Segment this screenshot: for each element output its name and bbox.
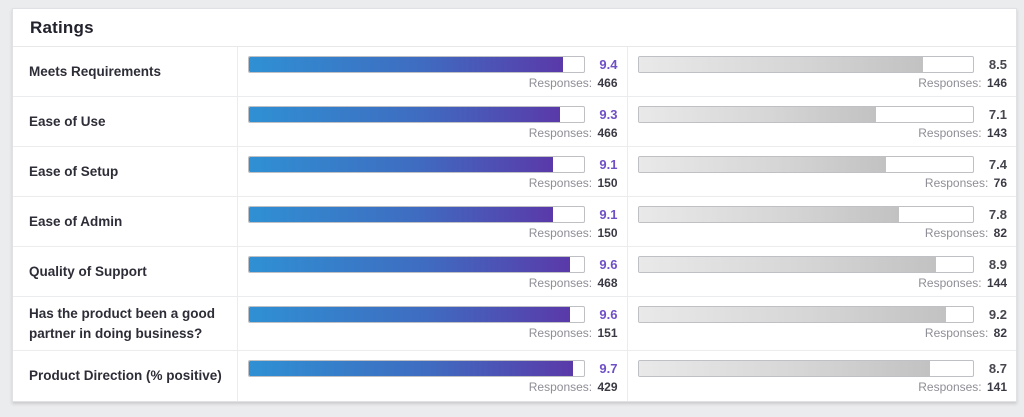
rating-bar-track <box>637 206 974 223</box>
rating-row-meets-requirements: Meets Requirements 9.4 Responses: 466 8.… <box>13 47 1016 97</box>
rating-bar-fill <box>249 157 554 172</box>
responses-count: Responses: 466 <box>528 126 618 140</box>
left-product-bar-cell: 9.6 Responses: 151 <box>238 297 628 351</box>
rating-row-quality-of-support: Quality of Support 9.6 Responses: 468 8.… <box>13 247 1016 297</box>
rating-bar-fill <box>638 107 876 122</box>
rating-bar-track <box>637 156 974 173</box>
row-label: Ease of Setup <box>13 147 238 196</box>
rating-bar-fill <box>638 57 923 72</box>
rating-bar-track <box>248 206 585 223</box>
responses-count: Responses: 143 <box>918 126 1007 140</box>
rating-bar-track <box>637 306 974 323</box>
responses-count: Responses: 82 <box>924 326 1007 340</box>
rating-bar-track <box>248 256 585 273</box>
responses-count: Responses: 468 <box>528 276 618 290</box>
rating-value: 9.2 <box>988 307 1007 322</box>
rating-bar-track <box>248 56 585 73</box>
row-label: Ease of Use <box>13 97 238 146</box>
right-product-bar-cell: 7.4 Responses: 76 <box>628 147 1017 196</box>
rating-value: 9.3 <box>599 107 618 122</box>
rating-value: 7.1 <box>988 107 1007 122</box>
rating-bar-track <box>248 156 585 173</box>
rating-bar-fill <box>249 257 571 272</box>
responses-count: Responses: 150 <box>528 176 618 190</box>
responses-count: Responses: 144 <box>918 276 1007 290</box>
rating-bar-fill <box>249 307 571 322</box>
row-label: Quality of Support <box>13 247 238 296</box>
right-product-bar-cell: 7.8 Responses: 82 <box>628 197 1017 246</box>
row-label: Has the product been a good partner in d… <box>13 297 238 351</box>
row-label: Ease of Admin <box>13 197 238 246</box>
responses-count: Responses: 82 <box>924 226 1007 240</box>
rating-value: 9.6 <box>599 257 618 272</box>
rating-value: 7.8 <box>988 207 1007 222</box>
right-product-bar-cell: 9.2 Responses: 82 <box>628 297 1017 350</box>
rating-bar-fill <box>638 361 930 377</box>
right-product-bar-cell: 8.7 Responses: 141 <box>628 351 1017 401</box>
rating-value: 8.9 <box>988 257 1007 272</box>
left-product-bar-cell: 9.6 Responses: 468 <box>238 247 628 296</box>
rating-bar-track <box>637 360 974 378</box>
rating-row-product-direction: Product Direction (% positive) 9.7 Respo… <box>13 351 1017 402</box>
responses-count: Responses: 429 <box>528 380 618 395</box>
rating-bar-fill <box>638 257 937 272</box>
rating-value: 9.1 <box>599 157 618 172</box>
right-product-bar-cell: 7.1 Responses: 143 <box>628 97 1017 146</box>
rating-bar-fill <box>249 207 554 222</box>
rating-bar-fill <box>249 107 561 122</box>
left-product-bar-cell: 9.1 Responses: 150 <box>238 147 628 196</box>
rating-bar-fill <box>249 57 564 72</box>
rating-bar-fill <box>638 157 887 172</box>
ratings-card: Ratings Meets Requirements 9.4 Responses… <box>12 8 1017 403</box>
right-product-bar-cell: 8.5 Responses: 146 <box>628 47 1017 96</box>
rating-row-good-partner: Has the product been a good partner in d… <box>13 297 1017 352</box>
responses-count: Responses: 146 <box>918 76 1007 90</box>
responses-count: Responses: 466 <box>528 76 618 90</box>
rating-bar-track <box>637 56 974 73</box>
rating-bar-fill <box>638 307 947 322</box>
responses-count: Responses: 76 <box>924 176 1007 190</box>
rating-bar-track <box>637 106 974 123</box>
left-product-bar-cell: 9.4 Responses: 466 <box>238 47 628 96</box>
rating-bar-fill <box>638 207 900 222</box>
rating-value: 9.7 <box>599 361 618 377</box>
rating-bar-track <box>637 256 974 273</box>
rating-value: 9.6 <box>599 307 618 322</box>
right-product-bar-cell: 8.9 Responses: 144 <box>628 247 1017 296</box>
left-product-bar-cell: 9.1 Responses: 150 <box>238 197 628 246</box>
responses-count: Responses: 151 <box>528 326 618 340</box>
rating-bar-track <box>248 106 585 123</box>
page-title: Ratings <box>30 18 94 37</box>
rating-bar-track <box>248 306 585 323</box>
responses-count: Responses: 150 <box>528 226 618 240</box>
rating-row-ease-of-use: Ease of Use 9.3 Responses: 466 7.1 Respo… <box>13 97 1016 147</box>
rating-value: 8.5 <box>988 57 1007 72</box>
rating-value: 9.4 <box>599 57 618 72</box>
rating-bar-fill <box>249 361 574 377</box>
responses-count: Responses: 141 <box>918 380 1007 395</box>
left-product-bar-cell: 9.3 Responses: 466 <box>238 97 628 146</box>
rating-row-ease-of-admin: Ease of Admin 9.1 Responses: 150 7.8 Res… <box>13 197 1016 247</box>
rating-bar-track <box>248 360 585 378</box>
rating-value: 7.4 <box>988 157 1007 172</box>
left-product-bar-cell: 9.7 Responses: 429 <box>238 351 628 402</box>
row-label: Product Direction (% positive) <box>13 351 238 402</box>
rating-row-ease-of-setup: Ease of Setup 9.1 Responses: 150 7.4 Res… <box>13 147 1016 197</box>
ratings-card-header: Ratings <box>13 9 1016 47</box>
rating-value: 9.1 <box>599 207 618 222</box>
rating-value: 8.7 <box>988 361 1007 377</box>
row-label: Meets Requirements <box>13 47 238 96</box>
